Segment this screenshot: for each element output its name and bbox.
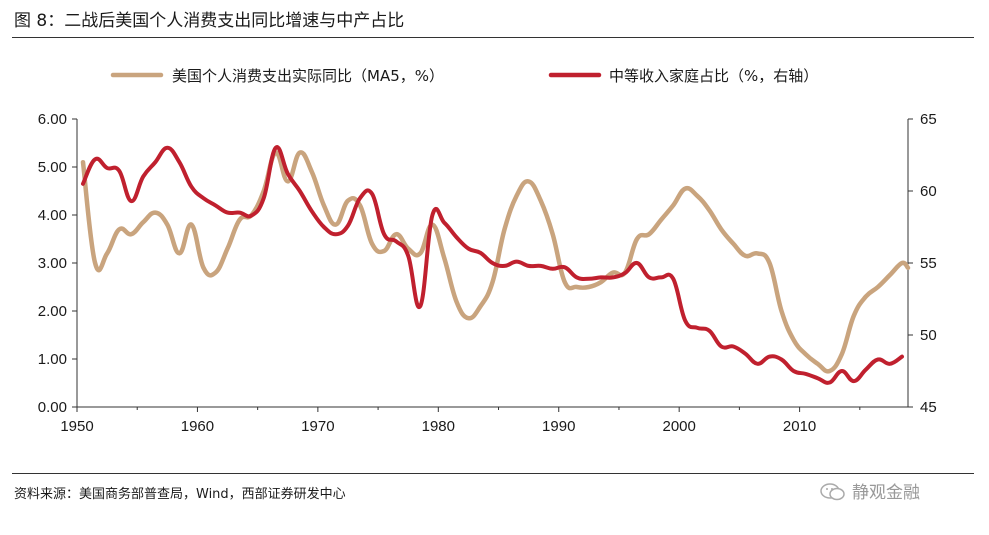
x-tick-label: 1950 <box>60 418 93 435</box>
top-rule <box>12 37 974 38</box>
left-axis: 0.00 1.00 2.00 3.00 4.00 5.00 6.00 <box>38 111 78 416</box>
x-tick-label: 1980 <box>422 418 455 435</box>
wechat-icon <box>820 483 845 501</box>
left-tick-label: 5.00 <box>38 159 67 176</box>
left-tick-label: 6.00 <box>38 111 67 128</box>
x-tick-label: 2000 <box>662 418 695 435</box>
legend-label-series-consumption-growth: 美国个人消费支出实际同比（MA5，%） <box>172 67 444 85</box>
watermark-text: 静观金融 <box>852 483 920 503</box>
bottom-rule <box>12 473 974 474</box>
right-tick-label: 50 <box>920 327 937 344</box>
left-tick-label: 2.00 <box>38 303 67 320</box>
figure-title: 图 8：二战后美国个人消费支出同比增速与中产占比 <box>14 11 405 31</box>
x-tick-label: 1960 <box>181 418 214 435</box>
series-middle-income-share-line <box>81 145 904 385</box>
right-tick-label: 60 <box>920 183 937 200</box>
x-tick-label: 1990 <box>542 418 575 435</box>
left-tick-label: 0.00 <box>38 399 67 416</box>
left-tick-label: 4.00 <box>38 207 67 224</box>
x-axis: 1950 1960 1970 1980 1990 2000 2010 <box>60 406 908 435</box>
line-chart: 美国个人消费支出实际同比（MA5，%） 中等收入家庭占比（%，右轴） 0.00 1.… <box>38 67 937 435</box>
right-axis: 45 50 55 60 65 <box>907 111 937 416</box>
right-tick-label: 65 <box>920 111 937 128</box>
series-layer <box>80 145 911 385</box>
x-tick-label: 1970 <box>301 418 334 435</box>
legend-label-series-middle-income-share: 中等收入家庭占比（%，右轴） <box>609 67 818 85</box>
left-tick-label: 3.00 <box>38 255 67 272</box>
right-tick-label: 45 <box>920 399 937 416</box>
source-note: 资料来源：美国商务部普查局，Wind，西部证券研发中心 <box>14 487 346 502</box>
legend: 美国个人消费支出实际同比（MA5，%） 中等收入家庭占比（%，右轴） <box>110 67 818 85</box>
x-tick-label: 2010 <box>783 418 816 435</box>
left-tick-label: 1.00 <box>38 351 67 368</box>
right-tick-label: 55 <box>920 255 937 272</box>
series-consumption-growth-line <box>80 150 911 374</box>
watermark: 静观金融 <box>820 478 920 503</box>
